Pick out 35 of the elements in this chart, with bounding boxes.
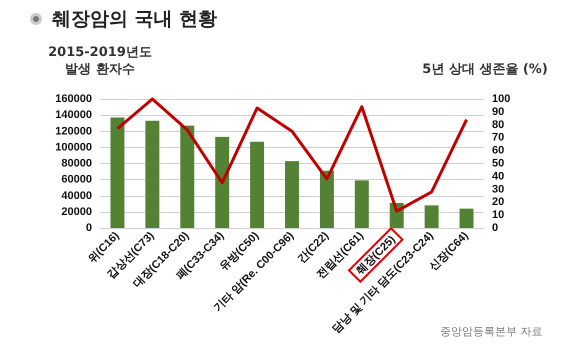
bar [285,161,299,228]
text: 중앙암등록본부 자료 [440,324,542,339]
y-tick-label: 140000 [55,109,92,122]
chart-title: 췌장암의 국내 현황 [52,7,218,32]
y-tick-label: 80000 [61,158,92,170]
bar [180,126,194,228]
bar [145,120,160,228]
y2-tick-label: 60 [492,144,504,157]
y2-tick-label: 40 [492,170,504,182]
bar [250,142,264,228]
y2-axis-title: 5년 상대 생존율 (%) [421,61,549,78]
y2-tick-label: 80 [492,118,504,131]
bar [460,208,474,228]
y-tick-label: 0 [86,222,92,234]
y2-tick-label: 100 [492,93,510,105]
y2-tick-label: 10 [492,209,504,222]
y2-tick-label: 20 [492,196,504,208]
y-tick-label: 120000 [55,125,92,138]
y2-tick-label: 90 [492,106,504,118]
bar [424,205,439,228]
y2-tick-label: 30 [492,183,504,196]
y2-tick-label: 50 [492,158,504,170]
y-axis-title: 2015-2019년도 발생 환자수 [47,44,153,78]
y-tick-label: 20000 [61,206,92,218]
y-tick-label: 160000 [55,93,92,105]
y-tick-label: 100000 [55,141,92,154]
y-tick-label: 40000 [61,190,92,202]
bar [110,118,124,228]
bar [215,136,230,228]
y-tick-label: 60000 [61,174,92,186]
y2-tick-label: 0 [492,222,498,234]
line-series [116,98,468,213]
bar [320,170,334,228]
y2-tick-label: 70 [492,132,504,144]
bar [354,180,369,228]
